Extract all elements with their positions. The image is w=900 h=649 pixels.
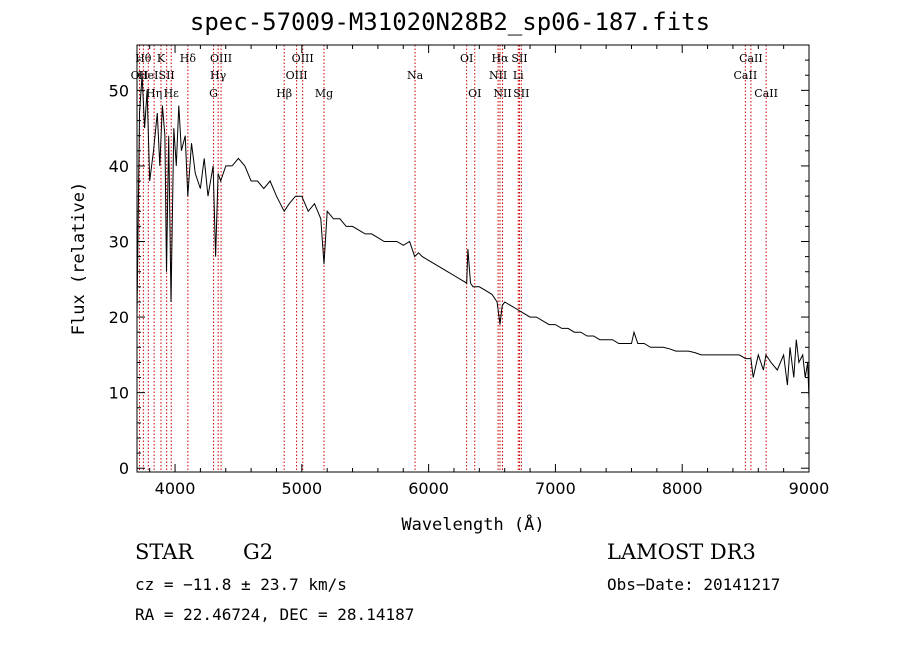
y-tick-label: 20 (109, 308, 129, 327)
line-label: OIII (210, 52, 232, 65)
line-label: OIII (286, 69, 308, 82)
x-axis-label: Wavelength (Å) (401, 513, 544, 535)
line-label: OII (131, 69, 149, 82)
y-tick-label: 50 (109, 81, 129, 100)
line-label: OIII (292, 52, 314, 65)
y-tick-label: 30 (109, 232, 129, 251)
line-label: Hθ (135, 52, 152, 65)
line-label: SII (159, 69, 175, 82)
object-class: STAR (135, 540, 194, 564)
line-label: Hε (164, 87, 180, 100)
line-label: Hη (146, 87, 162, 100)
line-label: Hα (491, 52, 509, 65)
line-label: Mg (315, 87, 333, 100)
line-labels: OII Hθ HeI Hη K SII Hε Hδ G Hγ OIII Hβ OIII OIII Mg Na O… (131, 52, 778, 100)
line-label: Hγ (210, 69, 227, 82)
redshift-cz: cz = −11.8 ± 23.7 km/s (135, 575, 347, 594)
spectrum-line (136, 75, 810, 401)
x-tick-label: 4000 (155, 479, 196, 498)
line-markers (139, 45, 767, 472)
obs-date: Obs−Date: 20141217 (607, 575, 781, 594)
line-label: HeI (138, 69, 158, 82)
line-label: OI (468, 87, 481, 100)
chart-title: spec-57009-M31020N28B2_sp06-187.fits (189, 8, 711, 36)
x-tick-label: 9000 (789, 479, 830, 498)
y-axis-label: Flux (relative) (69, 182, 89, 336)
line-label: SII (511, 52, 527, 65)
axes (136, 44, 810, 473)
line-label: Hβ (276, 87, 292, 100)
x-tick-label: 5000 (281, 479, 322, 498)
line-label: SII (513, 87, 529, 100)
x-tick-label: 8000 (662, 479, 703, 498)
object-subclass: G2 (243, 540, 274, 564)
line-label: NII (489, 69, 507, 82)
spectrum-series (136, 75, 810, 401)
y-tick-label: 40 (109, 157, 129, 176)
line-label: Li (513, 69, 524, 82)
line-label: OI (460, 52, 473, 65)
line-label: Na (407, 69, 424, 82)
line-label: NII (493, 87, 511, 100)
ticks: 4000 5000 6000 7000 8000 9000 0 10 20 30 40 50 Wavel… (69, 45, 829, 535)
survey-name: LAMOST DR3 (607, 540, 756, 564)
x-tick-label: 6000 (408, 479, 449, 498)
line-label: CaII (734, 69, 758, 82)
line-label: K (157, 52, 166, 65)
x-tick-label: 7000 (535, 479, 576, 498)
y-tick-label: 0 (119, 459, 129, 478)
line-label: CaII (754, 87, 778, 100)
line-label: Hδ (180, 52, 197, 65)
line-label: CaII (739, 52, 763, 65)
line-label: G (209, 87, 218, 100)
coordinates: RA = 22.46724, DEC = 28.14187 (135, 605, 415, 624)
plot-frame (136, 44, 810, 473)
y-tick-label: 10 (109, 384, 129, 403)
